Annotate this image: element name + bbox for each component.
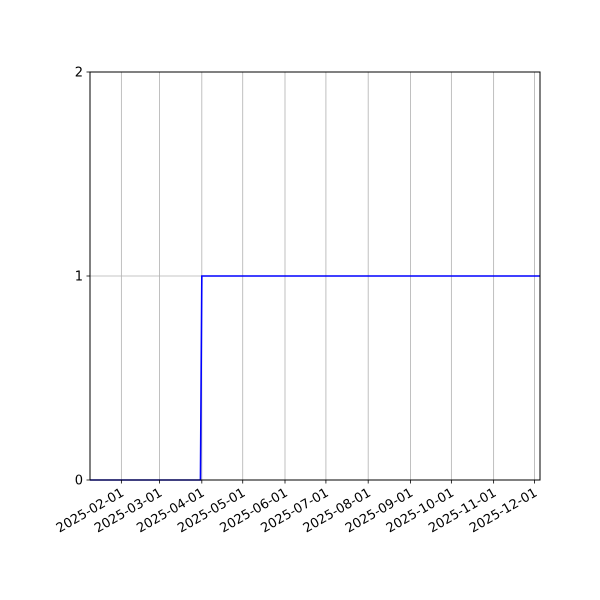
series-line-0 bbox=[90, 275, 540, 481]
x-axis: 2025-02-012025-03-012025-04-012025-05-01… bbox=[54, 480, 540, 536]
series-layer bbox=[90, 275, 540, 481]
y-axis: 0 1 2 bbox=[75, 66, 90, 489]
y-tick-label: 1 bbox=[75, 270, 83, 285]
y-tick-label: 2 bbox=[75, 66, 83, 81]
y-tick-label: 0 bbox=[75, 474, 83, 489]
